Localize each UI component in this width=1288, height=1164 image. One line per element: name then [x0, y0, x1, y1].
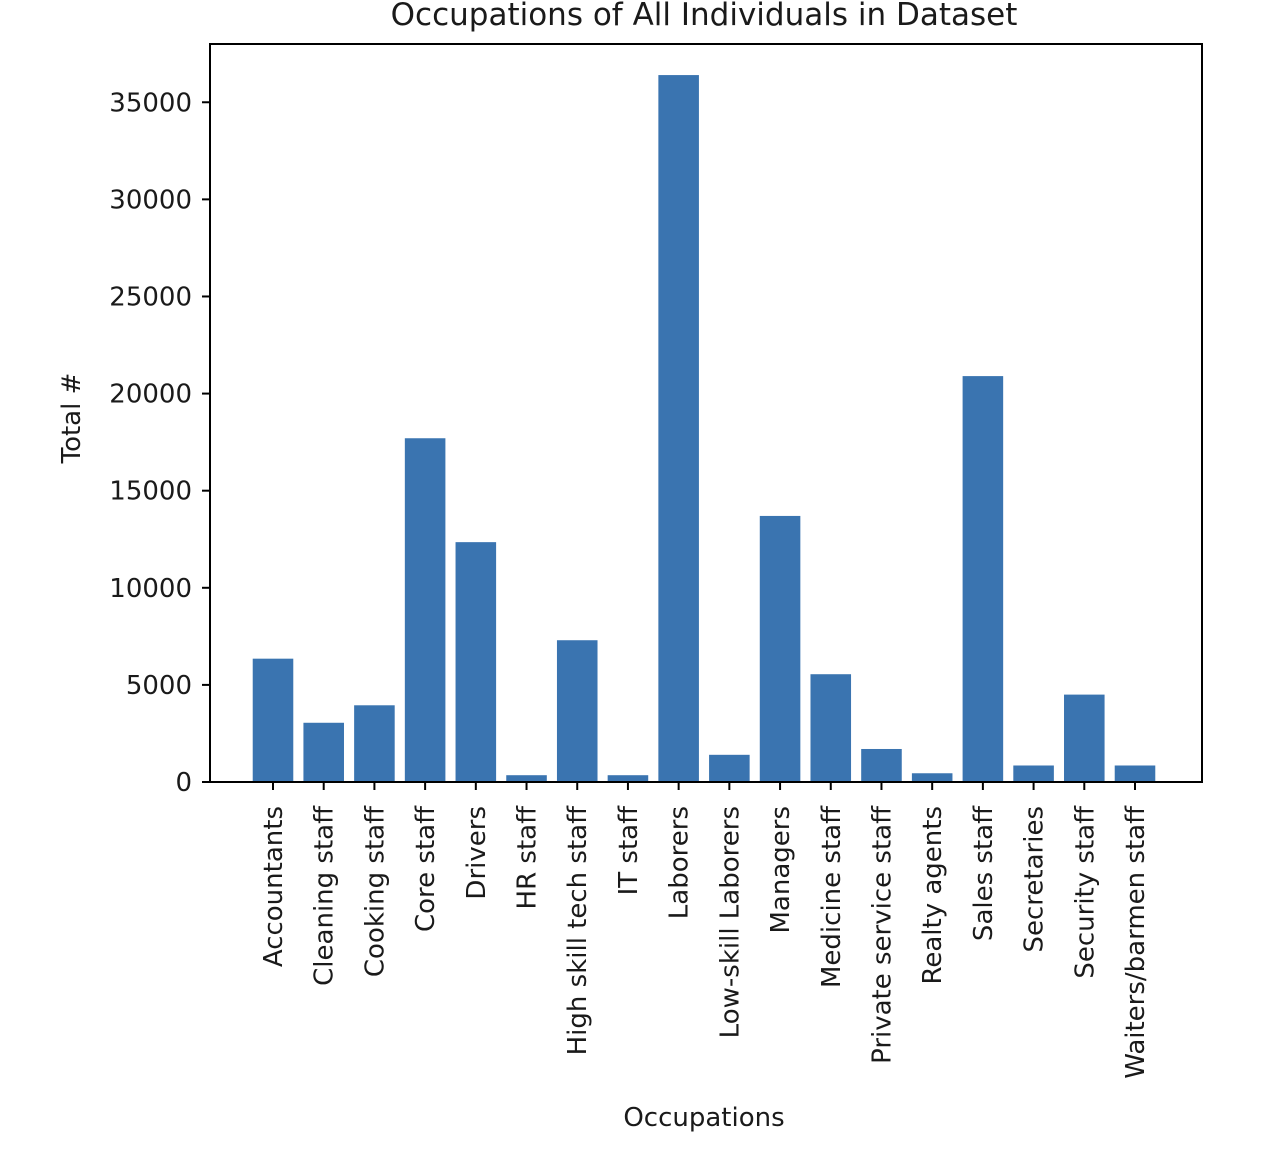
x-tick-label: Accountants	[259, 806, 289, 967]
bar-high-skill-tech-staff	[556, 640, 598, 782]
x-tick-label: Cooking staff	[360, 805, 390, 977]
bar-low-skill-laborers	[709, 754, 750, 782]
bar-private-service-staff	[861, 748, 902, 782]
y-tick-label: 15000	[109, 477, 192, 507]
x-axis-ticks: Accountants Cleaning staff Cooking staff Co…	[259, 782, 1151, 1079]
bar-hr-staff	[506, 775, 547, 782]
x-tick-label: Secretaries	[1020, 806, 1050, 953]
bar-core-staff	[404, 438, 446, 782]
x-tick-label: IT staff	[614, 805, 644, 895]
y-tick-label: 35000	[109, 88, 192, 118]
x-tick-label: High skill tech staff	[563, 805, 593, 1055]
bar-waiters-barmen-staff	[1114, 765, 1156, 782]
bar-medicine-staff	[810, 674, 852, 782]
bar-laborers	[658, 75, 699, 783]
bar-cleaning-staff	[303, 722, 344, 782]
chart-title: Occupations of All Individuals in Datase…	[391, 0, 1018, 33]
y-tick-label: 30000	[109, 185, 192, 215]
x-axis-label: Occupations	[623, 1103, 784, 1133]
x-tick-label: Realty agents	[918, 806, 948, 985]
bar-sales-staff	[962, 376, 1004, 782]
y-tick-label: 0	[175, 768, 192, 798]
y-tick-label: 20000	[109, 380, 192, 410]
x-tick-label: Core staff	[411, 805, 441, 932]
x-tick-label: Security staff	[1070, 805, 1100, 979]
bar-accountants	[252, 658, 294, 782]
x-tick-label: Laborers	[665, 806, 695, 919]
x-tick-label: Drivers	[462, 806, 492, 900]
x-tick-label: Sales staff	[969, 805, 999, 941]
y-axis-ticks: 0 5000 10000 15000 20000 25000 30000 35000	[109, 88, 210, 798]
bar-cooking-staff	[354, 705, 395, 782]
y-tick-label: 25000	[109, 282, 192, 312]
x-tick-label: Low-skill Laborers	[715, 806, 745, 1038]
y-tick-label: 10000	[109, 574, 192, 604]
bar-managers	[759, 515, 801, 782]
plot-frame	[209, 43, 1203, 783]
bar-it-staff	[607, 775, 649, 782]
x-tick-label: HR staff	[513, 805, 543, 910]
x-tick-label: Medicine staff	[817, 805, 847, 988]
x-tick-label: Cleaning staff	[310, 805, 340, 986]
x-tick-label: Private service staff	[867, 805, 897, 1064]
x-tick-label: Managers	[766, 806, 796, 934]
bar-realty-agents	[911, 773, 953, 782]
x-tick-label: Waiters/barmen staff	[1121, 805, 1151, 1079]
bar-security-staff	[1064, 694, 1105, 782]
bars-group	[252, 75, 1156, 783]
bar-drivers	[455, 542, 497, 782]
bar-secretaries	[1013, 765, 1054, 782]
y-tick-label: 5000	[126, 671, 192, 701]
y-axis-label: Total #	[57, 373, 87, 465]
